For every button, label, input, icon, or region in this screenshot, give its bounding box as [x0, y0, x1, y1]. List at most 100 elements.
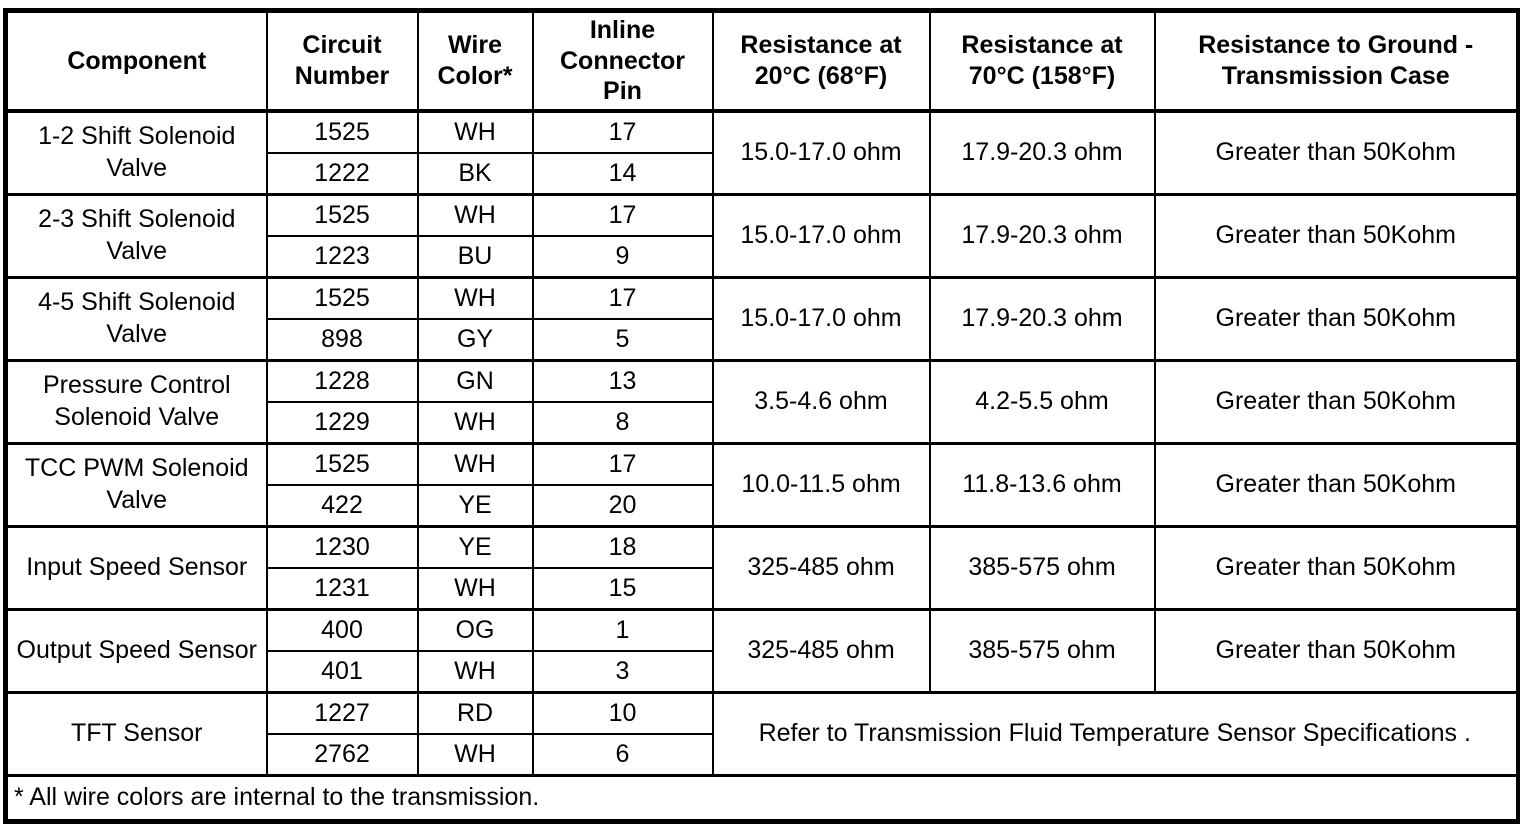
table-row: TFT Sensor 1227 RD 10 Refer to Transmiss…	[4, 690, 1520, 776]
resistance-70c-cell: 17.9-20.3 ohm	[928, 109, 1156, 195]
table-row: 1223 BU 9	[6, 234, 1519, 278]
resistance-20c-cell: 15.0-17.0 ohm	[711, 275, 931, 361]
wire-color-cell: RD	[416, 690, 534, 735]
col-header-connector-pin: Inline Connector Pin	[531, 9, 714, 113]
connector-pin-cell: 5	[531, 317, 714, 361]
table-row: 422 YE 20	[6, 483, 1519, 527]
wire-color-cell: GN	[416, 358, 534, 403]
circuit-number-cell: 1227	[265, 690, 419, 735]
wire-color-cell: WH	[416, 732, 534, 776]
table-row: 401 WH 3	[6, 649, 1519, 693]
resistance-20c-cell: 10.0-11.5 ohm	[711, 441, 931, 527]
circuit-number-cell: 1525	[265, 109, 419, 154]
connector-pin-cell: 18	[531, 524, 714, 569]
footnote-row: * All wire colors are internal to the tr…	[4, 773, 1520, 822]
wire-color-cell: BK	[416, 151, 534, 195]
connector-pin-cell: 6	[531, 732, 714, 776]
circuit-number-cell: 898	[265, 317, 419, 361]
circuit-number-cell: 1525	[265, 275, 419, 320]
resistance-ground-cell: Greater than 50Kohm	[1153, 524, 1520, 610]
resistance-ground-cell: Greater than 50Kohm	[1153, 441, 1520, 527]
table-row: 2762 WH 6	[6, 732, 1519, 776]
col-header-resistance-20c: Resistance at 20°C (68°F)	[711, 9, 931, 113]
table-row: Output Speed Sensor 400 OG 1 325-485 ohm…	[4, 607, 1520, 693]
circuit-number-cell: 1525	[265, 192, 419, 237]
resistance-70c-cell: 4.2-5.5 ohm	[928, 358, 1156, 444]
wire-color-cell: WH	[416, 109, 534, 154]
resistance-70c-cell: 17.9-20.3 ohm	[928, 192, 1156, 278]
circuit-number-cell: 1229	[265, 400, 419, 444]
connector-pin-cell: 9	[531, 234, 714, 278]
table-row: 1222 BK 14	[6, 151, 1519, 195]
col-header-resistance-70c: Resistance at 70°C (158°F)	[928, 9, 1156, 113]
connector-pin-cell: 17	[531, 109, 714, 154]
wire-color-cell: YE	[416, 483, 534, 527]
resistance-20c-cell: 15.0-17.0 ohm	[711, 192, 931, 278]
resistance-70c-cell: 385-575 ohm	[928, 607, 1156, 693]
circuit-number-cell: 1525	[265, 441, 419, 486]
circuit-number-cell: 1228	[265, 358, 419, 403]
connector-pin-cell: 20	[531, 483, 714, 527]
circuit-number-cell: 1230	[265, 524, 419, 569]
connector-pin-cell: 3	[531, 649, 714, 693]
resistance-70c-cell: 385-575 ohm	[928, 524, 1156, 610]
col-header-component: Component	[4, 9, 268, 113]
connector-pin-cell: 13	[531, 358, 714, 403]
component-cell: TFT Sensor	[4, 690, 268, 776]
table-row: TCC PWM Solenoid Valve 1525 WH 17 10.0-1…	[4, 441, 1520, 527]
resistance-ground-cell: Greater than 50Kohm	[1153, 358, 1520, 444]
table-row: 1231 WH 15	[6, 566, 1519, 610]
circuit-number-cell: 401	[265, 649, 419, 693]
table-row: Pressure Control Solenoid Valve 1228 GN …	[4, 358, 1520, 444]
resistance-spec-table: Component Circuit Number Wire Color* Inl…	[3, 8, 1520, 824]
component-cell: TCC PWM Solenoid Valve	[4, 441, 268, 527]
col-header-circuit-number: Circuit Number	[265, 9, 419, 113]
component-cell: Pressure Control Solenoid Valve	[4, 358, 268, 444]
connector-pin-cell: 17	[531, 441, 714, 486]
circuit-number-cell: 400	[265, 607, 419, 652]
connector-pin-cell: 10	[531, 690, 714, 735]
col-header-wire-color: Wire Color*	[416, 9, 534, 113]
resistance-70c-cell: 11.8-13.6 ohm	[928, 441, 1156, 527]
resistance-ground-cell: Greater than 50Kohm	[1153, 275, 1520, 361]
resistance-ground-cell: Greater than 50Kohm	[1153, 192, 1520, 278]
table-row: Input Speed Sensor 1230 YE 18 325-485 oh…	[4, 524, 1520, 610]
component-cell: 4-5 Shift Solenoid Valve	[4, 275, 268, 361]
connector-pin-cell: 14	[531, 151, 714, 195]
circuit-number-cell: 422	[265, 483, 419, 527]
wire-color-cell: WH	[416, 192, 534, 237]
wire-color-cell: WH	[416, 275, 534, 320]
wire-color-cell: BU	[416, 234, 534, 278]
table-row: 4-5 Shift Solenoid Valve 1525 WH 17 15.0…	[4, 275, 1520, 361]
connector-pin-cell: 1	[531, 607, 714, 652]
tft-note-cell: Refer to Transmission Fluid Temperature …	[711, 690, 1520, 776]
resistance-20c-cell: 3.5-4.6 ohm	[711, 358, 931, 444]
component-cell: Input Speed Sensor	[4, 524, 268, 610]
resistance-20c-cell: 15.0-17.0 ohm	[711, 109, 931, 195]
connector-pin-cell: 8	[531, 400, 714, 444]
wire-color-cell: WH	[416, 649, 534, 693]
wire-color-cell: OG	[416, 607, 534, 652]
wire-color-cell: WH	[416, 400, 534, 444]
wire-color-cell: YE	[416, 524, 534, 569]
connector-pin-cell: 17	[531, 275, 714, 320]
resistance-20c-cell: 325-485 ohm	[711, 524, 931, 610]
circuit-number-cell: 1222	[265, 151, 419, 195]
table-row: 2-3 Shift Solenoid Valve 1525 WH 17 15.0…	[4, 192, 1520, 278]
circuit-number-cell: 2762	[265, 732, 419, 776]
resistance-70c-cell: 17.9-20.3 ohm	[928, 275, 1156, 361]
component-cell: Output Speed Sensor	[4, 607, 268, 693]
table-row: 1229 WH 8	[6, 400, 1519, 444]
component-cell: 1-2 Shift Solenoid Valve	[4, 109, 268, 195]
wire-color-cell: GY	[416, 317, 534, 361]
wire-color-cell: WH	[416, 441, 534, 486]
connector-pin-cell: 15	[531, 566, 714, 610]
resistance-ground-cell: Greater than 50Kohm	[1153, 607, 1520, 693]
wire-color-cell: WH	[416, 566, 534, 610]
circuit-number-cell: 1231	[265, 566, 419, 610]
header-row: Component Circuit Number Wire Color* Inl…	[4, 9, 1520, 113]
table-row: 898 GY 5	[6, 317, 1519, 361]
circuit-number-cell: 1223	[265, 234, 419, 278]
table-row: 1-2 Shift Solenoid Valve 1525 WH 17 15.0…	[4, 109, 1520, 195]
